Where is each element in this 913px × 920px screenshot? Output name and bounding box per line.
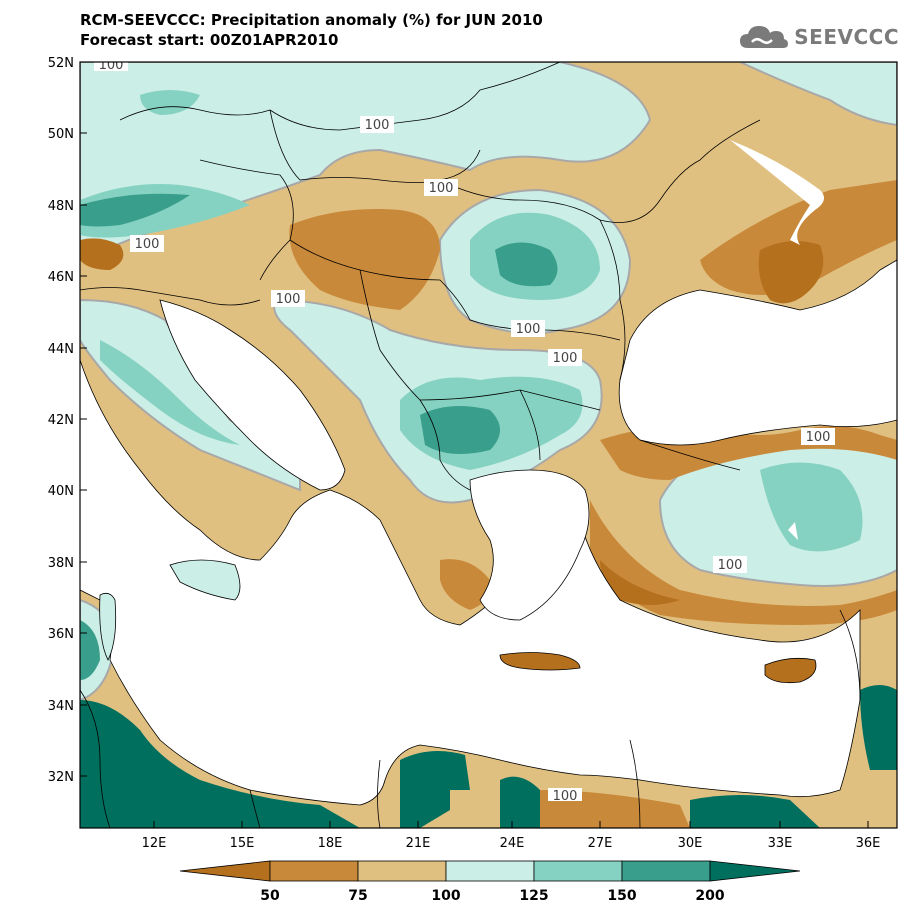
extreme-wet-zone-levant (860, 685, 897, 770)
colorbar: 50 75 100 125 150 200 (179, 860, 801, 904)
contour-label: 100 (553, 351, 578, 366)
colorbar-label: 200 (695, 888, 724, 904)
sea-black-sea (618, 259, 897, 446)
island-cyprus (764, 657, 817, 684)
extreme-wet-zone-cyprus-west (80, 620, 100, 680)
plot-area: 100 100 100 100 100 100 100 100 100 100 (80, 58, 897, 828)
colorbar-label: 150 (607, 888, 636, 904)
very-wet-zone-bulgaria (420, 406, 500, 454)
dry-zone-turkey-south (590, 500, 897, 625)
wetter-zone-italy (100, 340, 240, 445)
seevccc-logo: SEEVCCC (738, 22, 899, 52)
map-title: RCM-SEEVCCC: Precipitation anomaly (%) f… (80, 11, 543, 29)
title-block: RCM-SEEVCCC: Precipitation anomaly (%) f… (80, 10, 543, 50)
extreme-wet-zone-egypt (500, 776, 540, 828)
lat-tick-label: 36N (48, 627, 74, 642)
lat-tick-label: 48N (48, 199, 74, 214)
very-dry-zone-crimea (758, 241, 824, 304)
lon-tick-label: 21E (406, 836, 431, 851)
extreme-wet-zone-africa-west (80, 700, 360, 828)
lat-axis: 52N 50N 48N 46N 44N 42N 40N 38N 36N 34N … (48, 56, 87, 785)
lon-axis: 12E 15E 18E 21E 24E 27E 30E 33E 36E (142, 821, 881, 851)
lon-tick-label: 27E (588, 836, 613, 851)
contour-label: 100 (429, 181, 454, 196)
very-wet-zone-alps (80, 193, 190, 227)
forecast-start: Forecast start: 00Z01APR2010 (80, 31, 339, 49)
lat-tick-label: 32N (48, 770, 74, 785)
contour-label: 100 (135, 237, 160, 252)
wet-zone-northeast (739, 62, 897, 127)
lon-tick-label: 24E (500, 836, 525, 851)
colorbar-segment (533, 860, 623, 882)
lat-tick-label: 40N (48, 484, 74, 499)
lon-tick-label: 30E (678, 836, 703, 851)
contour-label: 100 (516, 322, 541, 337)
island-sicily (169, 559, 241, 601)
wet-zone-italy (80, 298, 301, 492)
very-wet-zone-romania (495, 242, 558, 287)
country-borders (80, 62, 861, 828)
lon-tick-label: 18E (318, 836, 343, 851)
lon-tick-label: 15E (230, 836, 255, 851)
contour-labels: 100 100 100 100 100 100 100 100 100 100 (94, 58, 835, 804)
dry-zone-hungary (289, 209, 440, 310)
contour-label: 100 (806, 430, 831, 445)
lat-tick-label: 52N (48, 56, 74, 71)
contour-label: 100 (99, 58, 124, 73)
colorbar-label: 100 (431, 888, 460, 904)
colorbar-low-triangle (179, 860, 271, 882)
contour-label: 100 (276, 292, 301, 307)
contour-label: 100 (553, 789, 578, 804)
colorbar-label: 50 (260, 888, 280, 904)
extreme-wet-zone-libya (400, 751, 470, 828)
lon-tick-label: 12E (142, 836, 167, 851)
very-dry-zone-turkey (600, 560, 680, 605)
wetter-zone-north (140, 90, 200, 115)
very-dry-zone-alps-west (80, 238, 124, 270)
colorbar-label: 125 (519, 888, 548, 904)
lat-tick-label: 50N (48, 127, 74, 142)
colorbar-segment (357, 860, 447, 882)
lon-tick-label: 36E (856, 836, 881, 851)
plot-frame (79, 61, 898, 829)
dry-zone-ukraine (700, 180, 897, 295)
sea-mediterranean (80, 359, 861, 806)
cloud-icon (740, 26, 789, 48)
island-sardinia (99, 592, 117, 661)
nodata-patch-anatolia (788, 522, 798, 540)
dry-zone-greece (440, 559, 491, 610)
colorbar-segment (445, 860, 535, 882)
colorbar-high-triangle (709, 860, 801, 882)
logo-text: SEEVCCC (794, 25, 899, 49)
lat-tick-label: 46N (48, 270, 74, 285)
lon-tick-label: 33E (768, 836, 793, 851)
lat-tick-label: 34N (48, 699, 74, 714)
colorbar-segment (269, 860, 359, 882)
lat-tick-label: 44N (48, 342, 74, 357)
wetter-zone-anatolia (760, 462, 863, 552)
lat-tick-label: 42N (48, 413, 74, 428)
contour-label: 100 (365, 118, 390, 133)
sea-aegean (469, 469, 590, 621)
island-crete (499, 652, 581, 671)
contour-label: 100 (718, 558, 743, 573)
lat-tick-label: 38N (48, 556, 74, 571)
nodata-patch-ukraine (730, 140, 824, 245)
sea-adriatic (159, 299, 346, 491)
colorbar-label: 75 (348, 888, 367, 904)
colorbar-segment (621, 860, 711, 882)
extreme-wet-zone-delta (690, 795, 820, 828)
